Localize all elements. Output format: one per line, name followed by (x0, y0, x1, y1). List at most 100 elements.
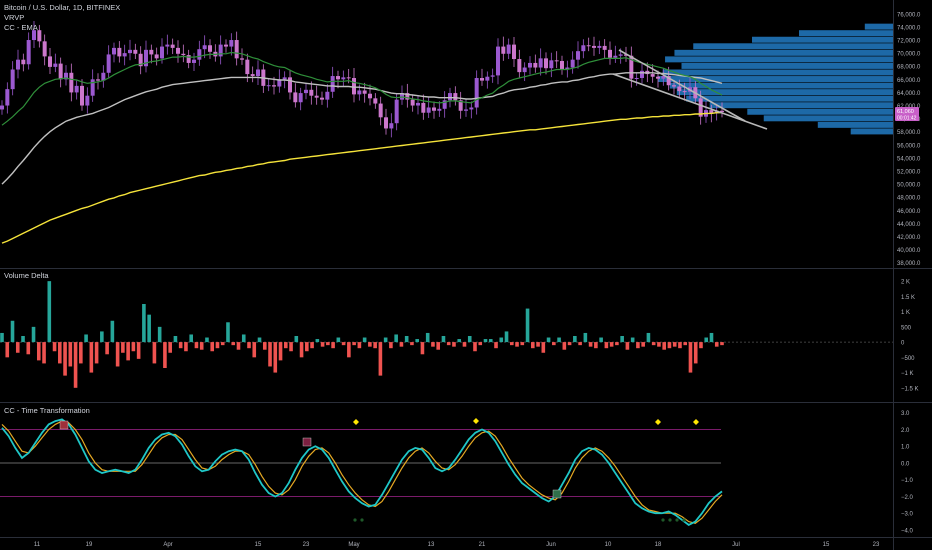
volume-delta-bar[interactable] (241, 334, 246, 343)
candle[interactable] (304, 89, 308, 94)
candle[interactable] (122, 53, 127, 57)
candle[interactable] (458, 100, 463, 111)
volume-delta-bar[interactable] (68, 342, 73, 367)
volume-delta-bar[interactable] (441, 336, 446, 343)
volume-delta-bar[interactable] (357, 342, 362, 349)
candle[interactable] (234, 40, 239, 59)
volume-delta-bar[interactable] (714, 342, 719, 347)
volume-delta-bar[interactable] (383, 337, 388, 343)
candle[interactable] (554, 60, 559, 62)
volume-delta-bar[interactable] (473, 342, 477, 352)
volume-delta-bar[interactable] (478, 342, 483, 346)
volume-delta-bar[interactable] (47, 281, 52, 343)
volume-delta-bar[interactable] (373, 342, 377, 349)
time-transformation-pane[interactable]: 3.0 2.0 1.0 0.0 −1.0 −2.0 −3.0 −4.0 (0, 411, 914, 534)
candle[interactable] (522, 67, 527, 73)
candle[interactable] (256, 69, 260, 77)
volume-delta-bar[interactable] (541, 342, 546, 353)
volume-delta-bar[interactable] (583, 332, 588, 343)
volume-delta-bar[interactable] (494, 342, 498, 349)
volume-delta-bar[interactable] (462, 342, 467, 347)
volume-delta-bar[interactable] (678, 342, 682, 349)
volume-delta-bar[interactable] (636, 342, 640, 349)
volume-delta-pane[interactable]: 2 K 1.5 K 1 K 500 0 −500 −1 K −1.5 K (0, 280, 919, 393)
volume-delta-bar[interactable] (683, 342, 688, 346)
candle[interactable] (416, 102, 420, 106)
volume-delta-bar[interactable] (709, 332, 714, 343)
candle[interactable] (378, 103, 383, 118)
volume-delta-bar[interactable] (73, 342, 78, 388)
candle[interactable] (26, 40, 31, 65)
candle[interactable] (629, 55, 634, 79)
candle[interactable] (565, 67, 570, 70)
volume-delta-bar[interactable] (121, 342, 125, 353)
volume-delta-bar[interactable] (252, 342, 257, 358)
candle[interactable] (32, 30, 36, 41)
candle[interactable] (192, 59, 196, 63)
candle[interactable] (218, 44, 223, 57)
divergence-marker[interactable] (302, 437, 312, 447)
candle[interactable] (677, 86, 682, 92)
candle[interactable] (592, 45, 596, 48)
candle[interactable] (394, 99, 399, 124)
candle[interactable] (149, 49, 154, 55)
volume-delta-bar[interactable] (310, 342, 314, 349)
candle[interactable] (341, 77, 346, 80)
time-transformation-title[interactable]: CC - Time Transformation (4, 406, 90, 415)
volume-delta-bar[interactable] (446, 342, 451, 346)
candle[interactable] (346, 77, 351, 79)
volume-delta-bar[interactable] (226, 322, 230, 343)
volume-delta-bar[interactable] (205, 337, 209, 343)
candle[interactable] (197, 49, 202, 60)
volume-delta-bar[interactable] (115, 342, 120, 367)
volume-delta-bar[interactable] (52, 342, 57, 352)
volume-delta-bar[interactable] (36, 342, 41, 361)
candle[interactable] (160, 46, 164, 59)
candle[interactable] (96, 79, 100, 81)
volume-delta-bar[interactable] (520, 342, 525, 346)
candle[interactable] (154, 54, 159, 59)
signal-diamond-marker[interactable] (655, 419, 661, 425)
volume-delta-bar[interactable] (273, 342, 278, 373)
candle[interactable] (560, 60, 564, 70)
candle[interactable] (53, 63, 58, 67)
volume-delta-bar[interactable] (289, 342, 293, 352)
candle[interactable] (224, 44, 228, 47)
volume-delta-bar[interactable] (42, 342, 46, 364)
candle[interactable] (80, 85, 84, 106)
volume-delta-bar[interactable] (0, 332, 4, 343)
volume-delta-bar[interactable] (378, 342, 383, 376)
volume-delta-bar[interactable] (672, 342, 677, 347)
candle[interactable] (74, 85, 79, 93)
volume-delta-bar[interactable] (467, 336, 472, 343)
volume-delta-bar[interactable] (294, 336, 299, 343)
volume-delta-bar[interactable] (688, 342, 693, 373)
candle[interactable] (496, 46, 500, 76)
candle[interactable] (128, 49, 132, 54)
volume-delta-bar[interactable] (220, 342, 225, 346)
candle[interactable] (112, 47, 116, 55)
volume-delta-bar[interactable] (425, 332, 430, 343)
candle[interactable] (464, 109, 468, 111)
volume-delta-bar[interactable] (362, 337, 367, 343)
volume-delta-bar[interactable] (173, 336, 178, 343)
candle[interactable] (666, 76, 671, 86)
volume-delta-bar[interactable] (163, 342, 167, 368)
candle[interactable] (506, 44, 511, 54)
candle[interactable] (720, 110, 724, 113)
volume-delta-bar[interactable] (588, 342, 593, 347)
candle[interactable] (586, 45, 591, 47)
signal-diamond-marker[interactable] (693, 419, 699, 425)
volume-delta-bar[interactable] (578, 342, 582, 346)
candle[interactable] (437, 108, 442, 111)
volume-delta-bar[interactable] (31, 326, 36, 343)
candle[interactable] (357, 90, 362, 95)
volume-delta-bar[interactable] (189, 334, 193, 343)
volume-delta-bar[interactable] (215, 342, 220, 349)
volume-delta-bar[interactable] (105, 342, 109, 355)
candle[interactable] (336, 76, 340, 80)
candle[interactable] (16, 59, 20, 70)
volume-delta-bar[interactable] (136, 342, 141, 359)
candle[interactable] (314, 95, 319, 98)
candle[interactable] (490, 75, 495, 77)
